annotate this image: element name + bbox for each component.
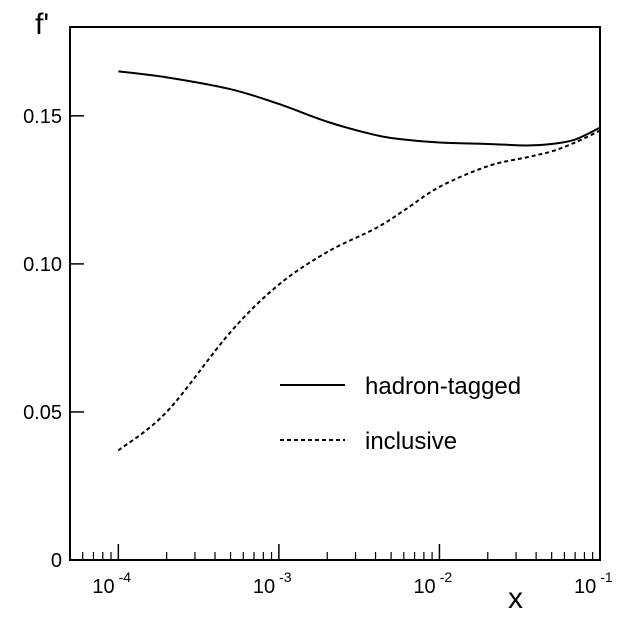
legend-label-hadron-tagged: hadron-tagged xyxy=(365,373,521,400)
x-tick-label: 10 -2 xyxy=(413,569,452,598)
legend: hadron-tagged inclusive xyxy=(280,373,521,455)
ticks-layer: 0 0.05 0.10 0.15 10 -4 10 -3 10 -2 10 -1 xyxy=(23,106,613,598)
x-tick-label: 10 -4 xyxy=(92,569,131,598)
x-tick-label: 10 -1 xyxy=(574,569,613,598)
series-layer xyxy=(117,70,601,452)
series-line-inclusive xyxy=(117,129,601,452)
y-tick-label: 0.05 xyxy=(23,402,62,424)
x-tick-label: 10 -3 xyxy=(253,569,292,598)
y-tick-label: 0 xyxy=(51,550,62,572)
x-axis-title: x xyxy=(508,582,523,615)
legend-label-inclusive: inclusive xyxy=(365,428,457,455)
plot-frame xyxy=(69,26,601,561)
y-tick-label: 0.10 xyxy=(23,254,62,276)
y-tick-label: 0.15 xyxy=(23,106,62,128)
y-axis-title: f' xyxy=(35,8,49,41)
series-line-hadron-tagged xyxy=(118,70,601,147)
